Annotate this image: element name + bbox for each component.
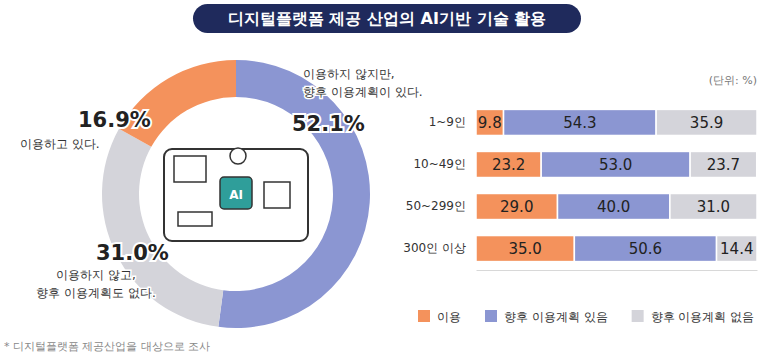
bar-segment xyxy=(717,236,757,262)
y-tick: 300인 이상 xyxy=(403,241,472,255)
y-tick-label: 50~299인 xyxy=(406,199,466,213)
bar-segment xyxy=(541,151,690,177)
data-label: 31.0% xyxy=(96,241,169,265)
slice-label: 이용하고 있다. xyxy=(20,137,100,151)
title: 디지털플랫폼 제공 산업의 AI기반 기술 활용 xyxy=(228,9,546,28)
legend-label: 향후 이용계획 없음 xyxy=(651,310,755,324)
pie-slice xyxy=(119,60,236,147)
y-tick-label: 1~9인 xyxy=(429,115,466,129)
y-tick-label: 10~49인 xyxy=(413,157,466,171)
data-label: 29.0 xyxy=(500,198,533,216)
bar-segment xyxy=(557,193,669,219)
illustration-card xyxy=(174,156,206,182)
bar-segment xyxy=(656,109,757,135)
slice-label: 이용하지 않지만,향후 이용계획이 있다. xyxy=(303,67,422,99)
bar-segment xyxy=(476,151,541,177)
legend-label: 향후 이용계획 있음 xyxy=(504,310,608,324)
x-axis-line xyxy=(477,270,758,271)
y-tick: 1~9인 xyxy=(429,115,472,129)
data-label: 35.0 xyxy=(508,240,541,258)
y-axis: 1~9인 10~49인 50~299인 300인 이상 xyxy=(403,115,472,255)
pie-labels: 52.1% 이용하지 않지만,향후 이용계획이 있다. 31.0% 이용하지 않고,향… xyxy=(20,67,422,300)
bar-segment xyxy=(476,236,574,262)
chart-canvas: 디지털플랫폼 제공 산업의 AI기반 기술 활용 * 디지털플랫폼 제공산업을 대… xyxy=(0,0,773,358)
y-tick: 10~49인 xyxy=(413,157,472,171)
data-label: 9.8 xyxy=(478,114,502,132)
y-tick: 50~299인 xyxy=(406,199,472,213)
bar-data-labels: 9.8 23.2 29.0 35.0 54.3 53.0 40.0 50.6 35.9 23.7 3… xyxy=(478,114,754,258)
data-label: 31.0 xyxy=(697,198,730,216)
legend-swatch xyxy=(485,310,497,322)
data-label: 53.0 xyxy=(599,156,632,174)
title-background xyxy=(193,4,581,33)
slice-label: 이용하지 않고,향후 이용계획도 없다. xyxy=(36,268,155,300)
center-illustration: AI xyxy=(164,148,308,241)
bar-segment xyxy=(476,193,557,219)
data-label: 16.9% xyxy=(78,108,151,132)
data-label: 54.3 xyxy=(563,114,596,132)
legend-label: 이용 xyxy=(437,310,461,324)
bar-segment xyxy=(504,109,657,135)
legend-swatch xyxy=(632,310,644,322)
x-axis xyxy=(477,270,758,271)
data-label: 50.6 xyxy=(629,240,662,258)
footnote: * 디지털플랫폼 제공산업을 대상으로 조사 xyxy=(4,340,211,353)
bar-segment xyxy=(476,109,504,135)
bar-segment xyxy=(690,151,757,177)
illustration-card xyxy=(264,182,290,208)
illustration-board xyxy=(164,149,308,241)
data-label: 52.1% xyxy=(292,112,365,136)
data-label: 35.9 xyxy=(690,114,723,132)
bars xyxy=(476,109,757,261)
data-label: 23.2 xyxy=(492,156,525,174)
center-label: AI xyxy=(229,188,243,202)
illustration-chip xyxy=(220,177,252,209)
y-tick-label: 300인 이상 xyxy=(403,241,466,255)
bar-segment xyxy=(574,236,716,262)
illustration-card xyxy=(178,212,212,226)
legend-swatch xyxy=(418,310,430,322)
legend: 이용 향후 이용계획 있음 향후 이용계획 없음 xyxy=(418,310,754,324)
data-label: 14.4 xyxy=(720,240,753,258)
data-label: 23.7 xyxy=(707,156,740,174)
bar-segment xyxy=(670,193,757,219)
illustration-bulb xyxy=(230,148,246,164)
unit-label: (단위: %) xyxy=(709,74,757,87)
data-label: 40.0 xyxy=(597,198,630,216)
